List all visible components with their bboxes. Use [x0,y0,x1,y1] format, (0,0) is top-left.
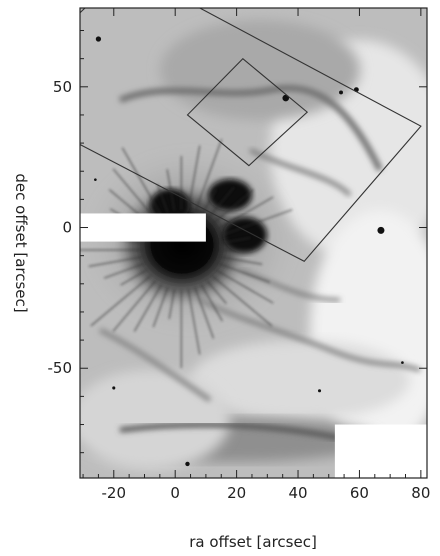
star-7 [317,389,322,393]
star-2 [339,90,343,95]
star-8 [94,178,97,181]
star-4 [377,226,385,234]
x-tick-label: 80 [411,484,430,502]
masked-regions [80,213,427,478]
masked-strip-left [80,213,206,242]
star-6 [112,386,116,390]
x-tick-label: 0 [170,484,180,502]
x-tick-label: 40 [288,484,307,502]
masked-block-bottom-right [334,424,427,478]
x-axis-label: ra offset [arcsec] [189,533,317,551]
star-5 [185,461,190,467]
x-tick-label: 20 [227,484,246,502]
axis-ticks: -20 0 20 40 60 80 -50 0 50 [48,8,430,502]
overlay-footprints [80,8,422,262]
x-tick-label: -20 [102,484,127,502]
y-tick-label: -50 [48,359,73,377]
y-tick-label: 50 [53,78,72,96]
small-footprint-box [186,57,309,167]
x-tick-label: 60 [350,484,369,502]
y-tick-label: 0 [62,219,72,237]
star-0 [95,36,102,42]
y-axis-label: dec offset [arcsec] [12,173,30,312]
large-footprint-box [80,8,422,262]
plot-frame [79,7,428,479]
star-1 [282,94,290,102]
star-9 [401,361,404,364]
nebula-image [80,8,427,478]
